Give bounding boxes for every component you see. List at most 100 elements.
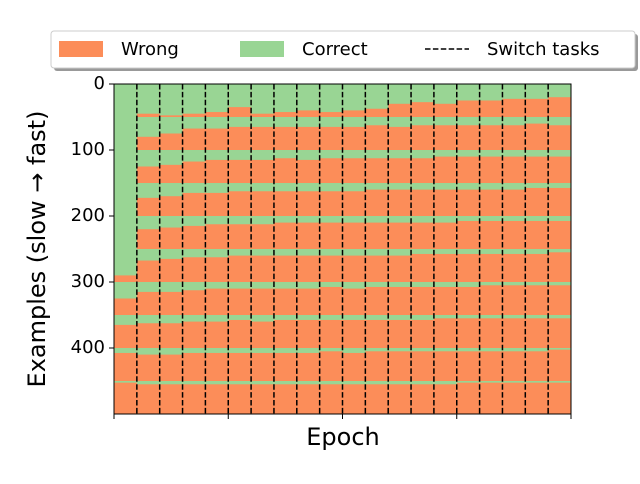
- cell-wrong: [251, 183, 275, 217]
- cell-wrong: [548, 381, 572, 415]
- cell-wrong: [388, 183, 412, 217]
- cell-wrong: [296, 183, 320, 217]
- cell-correct: [296, 348, 320, 353]
- cell-correct: [319, 216, 343, 223]
- cell-correct: [228, 84, 252, 108]
- cell-correct: [251, 381, 275, 385]
- cell-correct: [456, 183, 480, 190]
- cell-correct: [136, 348, 160, 355]
- cell-wrong: [548, 282, 572, 316]
- cell-correct: [479, 315, 503, 319]
- cell-wrong: [365, 381, 389, 415]
- cell-wrong: [502, 249, 526, 283]
- cell-correct: [136, 84, 160, 114]
- cell-wrong: [479, 348, 503, 382]
- cell-correct: [296, 315, 320, 320]
- cell-correct: [433, 348, 458, 352]
- cell-wrong: [296, 249, 320, 283]
- cell-wrong: [273, 183, 298, 217]
- cell-wrong: [296, 315, 320, 349]
- cell-wrong: [411, 315, 435, 349]
- cell-wrong: [159, 381, 183, 415]
- cell-correct: [273, 381, 298, 385]
- cell-wrong: [205, 216, 229, 250]
- cell-wrong: [342, 249, 366, 283]
- cell-wrong: [411, 150, 435, 184]
- cell-correct: [205, 183, 229, 193]
- x-axis-label: Epoch: [306, 423, 380, 451]
- cell-wrong: [525, 381, 549, 415]
- cell-wrong: [456, 315, 480, 349]
- cell-wrong: [502, 348, 526, 382]
- cell-correct: [159, 249, 183, 259]
- cell-correct: [159, 150, 183, 165]
- cell-wrong: [159, 315, 183, 349]
- cell-wrong: [342, 381, 366, 415]
- cell-wrong: [159, 348, 183, 382]
- cell-correct: [182, 282, 206, 291]
- cell-wrong: [479, 150, 503, 184]
- cell-wrong: [411, 381, 435, 415]
- cell-correct: [319, 84, 343, 113]
- cell-correct: [296, 117, 320, 127]
- cell-correct: [548, 84, 572, 98]
- cell-correct: [548, 150, 572, 157]
- cell-correct: [479, 84, 503, 101]
- cell-wrong: [411, 282, 435, 316]
- cell-correct: [502, 117, 526, 126]
- cell-correct: [365, 216, 389, 223]
- cell-correct: [228, 381, 252, 385]
- cell-correct: [342, 249, 366, 256]
- cell-wrong: [182, 315, 206, 349]
- cell-correct: [319, 117, 343, 127]
- cell-correct: [114, 216, 138, 249]
- cell-wrong: [502, 381, 526, 415]
- cell-correct: [456, 282, 480, 287]
- cell-wrong: [502, 282, 526, 316]
- cell-correct: [502, 150, 526, 157]
- cell-correct: [296, 381, 320, 385]
- cell-correct: [136, 381, 160, 385]
- cell-wrong: [251, 315, 275, 349]
- cell-wrong: [228, 216, 252, 250]
- cell-correct: [433, 381, 458, 385]
- cell-correct: [296, 282, 320, 289]
- cell-correct: [205, 216, 229, 225]
- cell-correct: [456, 117, 480, 126]
- cell-wrong: [388, 315, 412, 349]
- cell-wrong: [525, 315, 549, 349]
- cell-wrong: [388, 216, 412, 250]
- cell-correct: [388, 249, 412, 256]
- cell-correct: [296, 183, 320, 192]
- cell-wrong: [205, 282, 229, 316]
- cell-wrong: [319, 249, 343, 283]
- cell-correct: [525, 348, 549, 352]
- cell-correct: [479, 183, 503, 190]
- cell-wrong: [136, 348, 160, 382]
- cell-wrong: [342, 348, 366, 382]
- cell-wrong: [365, 150, 389, 184]
- cell-correct: [388, 348, 412, 352]
- cell-wrong: [273, 348, 298, 382]
- cell-wrong: [205, 348, 229, 382]
- cell-correct: [502, 348, 526, 352]
- cell-correct: [388, 315, 412, 320]
- cell-correct: [136, 117, 160, 137]
- cell-correct: [388, 381, 412, 385]
- cell-wrong: [205, 315, 229, 349]
- cell-correct: [456, 315, 480, 319]
- cell-correct: [159, 381, 183, 385]
- cell-correct: [456, 150, 480, 157]
- cell-correct: [525, 117, 549, 124]
- cell-wrong: [433, 216, 458, 250]
- cell-wrong: [433, 315, 458, 349]
- cell-wrong: [319, 381, 343, 415]
- cell-correct: [182, 315, 206, 322]
- cell-wrong: [479, 183, 503, 217]
- cell-correct: [411, 150, 435, 159]
- cell-correct: [365, 282, 389, 287]
- cell-correct: [548, 315, 572, 319]
- y-tick-label: 200: [71, 205, 105, 226]
- cell-correct: [411, 84, 435, 103]
